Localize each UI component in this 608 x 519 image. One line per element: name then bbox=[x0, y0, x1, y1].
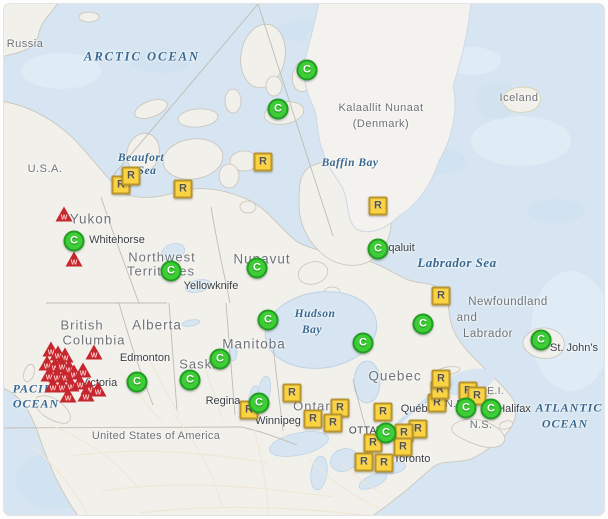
map-marker-c[interactable]: C bbox=[257, 309, 279, 331]
region-label-kalaallit-nunaat: Kalaallit Nunaat bbox=[338, 102, 424, 114]
map-marker-c[interactable]: C bbox=[367, 238, 389, 260]
map-marker-c[interactable]: C bbox=[455, 397, 477, 419]
ocean-label-arctic-ocean: ARCTIC OCEAN bbox=[83, 49, 201, 64]
city-label-st-john-s: St. John's bbox=[550, 342, 598, 354]
ocean-label-labrador-sea: Labrador Sea bbox=[417, 255, 497, 270]
road-lines bbox=[30, 362, 384, 515]
map-marker-r[interactable]: R bbox=[431, 286, 451, 306]
region-label-russia: Russia bbox=[6, 38, 44, 50]
map-marker-c[interactable]: C bbox=[63, 230, 85, 252]
map-canvas[interactable]: ARCTIC OCEAN Beaufort Sea Baffin Bay Labrado… bbox=[3, 3, 605, 516]
region-label-united-states-of-america: United States of America bbox=[91, 430, 221, 442]
map-marker-r[interactable]: R bbox=[393, 437, 413, 457]
region-label-columbia: Columbia bbox=[62, 332, 126, 348]
region-label-yukon: Yukon bbox=[69, 211, 113, 227]
map-marker-c[interactable]: C bbox=[179, 369, 201, 391]
ocean-label-sea: Sea bbox=[137, 165, 157, 177]
region-label-iceland: Iceland bbox=[499, 92, 539, 104]
ocean-label-hudson: Hudson bbox=[294, 308, 336, 320]
ocean-label-atlantic: ATLANTIC bbox=[535, 400, 603, 415]
region-label-quebec: Quebec bbox=[368, 368, 422, 384]
ocean-label-ocean: OCEAN bbox=[541, 416, 589, 431]
map-marker-r[interactable]: R bbox=[374, 453, 394, 473]
base-map bbox=[4, 4, 604, 515]
map-marker-w[interactable]: W bbox=[55, 206, 73, 222]
label-layer: ARCTIC OCEAN Beaufort Sea Baffin Bay Labrado… bbox=[4, 4, 604, 515]
map-marker-c[interactable]: C bbox=[530, 329, 552, 351]
map-marker-r[interactable]: R bbox=[431, 369, 451, 389]
map-marker-r[interactable]: R bbox=[368, 196, 388, 216]
pacific-islands bbox=[23, 363, 71, 424]
iceland-land bbox=[502, 86, 541, 113]
greenland bbox=[303, 4, 472, 233]
city-label-ottawa: OTTAWA bbox=[348, 425, 394, 437]
boundary-lines bbox=[4, 4, 371, 446]
city-label-iqaluit: Iqaluit bbox=[385, 242, 415, 254]
map-marker-w[interactable]: W bbox=[85, 344, 103, 360]
region-label-and: and bbox=[456, 312, 478, 324]
map-marker-c[interactable]: C bbox=[296, 59, 318, 81]
map-marker-c[interactable]: C bbox=[480, 398, 502, 420]
region-label-manitoba: Manitoba bbox=[222, 336, 286, 352]
map-marker-c[interactable]: C bbox=[248, 392, 270, 414]
city-label-whitehorse: Whitehorse bbox=[89, 234, 145, 246]
ocean-label-beaufort: Beaufort bbox=[117, 152, 165, 164]
map-marker-r[interactable]: R bbox=[173, 179, 193, 199]
ocean-label-ocean: OCEAN bbox=[12, 396, 60, 411]
city-label-edmonton: Edmonton bbox=[119, 352, 171, 364]
city-label-halifax: Halifax bbox=[497, 403, 531, 415]
map-marker-c[interactable]: C bbox=[209, 348, 231, 370]
map-marker-c[interactable]: C bbox=[267, 98, 289, 120]
map-marker-w[interactable]: W bbox=[65, 251, 83, 267]
map-marker-r[interactable]: R bbox=[121, 166, 141, 186]
map-marker-r[interactable]: R bbox=[330, 398, 350, 418]
city-label-winnipeg: Winnipeg bbox=[255, 415, 301, 427]
ocean-label-baffin-bay: Baffin Bay bbox=[321, 157, 379, 169]
map-marker-r[interactable]: R bbox=[354, 452, 374, 472]
map-marker-c[interactable]: C bbox=[246, 257, 268, 279]
region-label-u-s-a: U.S.A. bbox=[27, 163, 63, 175]
region-label-alberta: Alberta bbox=[132, 317, 182, 333]
map-marker-r[interactable]: R bbox=[282, 383, 302, 403]
map-marker-r[interactable]: R bbox=[323, 413, 343, 433]
ocean-label-bay: Bay bbox=[301, 324, 323, 336]
map-marker-c[interactable]: C bbox=[412, 313, 434, 335]
map-marker-c[interactable]: C bbox=[160, 260, 182, 282]
map-marker-c[interactable]: C bbox=[352, 332, 374, 354]
map-marker-r[interactable]: R bbox=[303, 409, 323, 429]
map-marker-r[interactable]: R bbox=[373, 402, 393, 422]
region-label-northwest: Northwest bbox=[128, 249, 196, 265]
city-label-yellowknife: Yellowknife bbox=[183, 280, 239, 292]
map-marker-c[interactable]: C bbox=[126, 371, 148, 393]
map-marker-r[interactable]: R bbox=[253, 152, 273, 172]
region-label-n-s: N.S. bbox=[469, 419, 493, 431]
region-label-newfoundland: Newfoundland bbox=[468, 296, 548, 308]
marker-layer: WWWWWWWWWWWWWWWWWWWWWWWRRRRRRRRRRRRRRRRR… bbox=[4, 4, 604, 515]
region-label-sask: Sask. bbox=[179, 356, 217, 372]
russia-land bbox=[4, 4, 100, 57]
city-label-regina: Regina bbox=[205, 395, 241, 407]
region-label-british: British bbox=[60, 317, 104, 333]
map-marker-c[interactable]: C bbox=[375, 422, 397, 444]
region-label-labrador: Labrador bbox=[462, 328, 514, 340]
region-label-denmark: (Denmark) bbox=[352, 118, 410, 130]
